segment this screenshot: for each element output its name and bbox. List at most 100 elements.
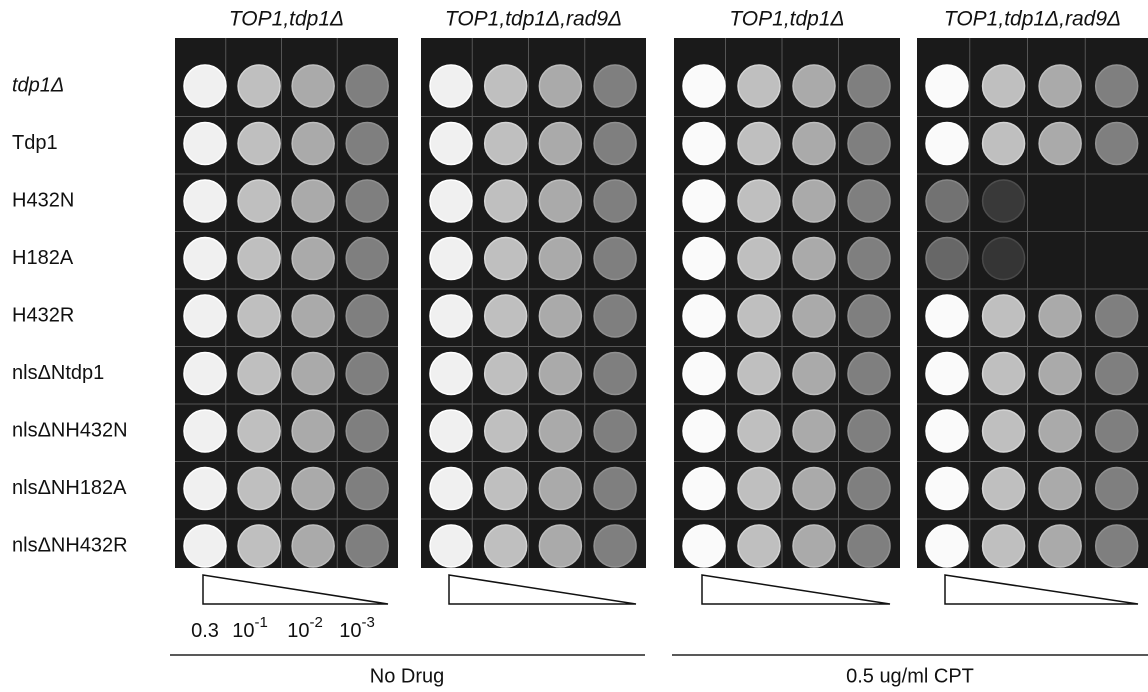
dilution-label: 0.3: [191, 620, 219, 642]
colony-spot: [738, 65, 780, 107]
colony-spot: [485, 410, 527, 452]
colony-spot: [430, 295, 472, 337]
colony-spot: [238, 180, 280, 222]
dilution-exponent: -2: [309, 614, 322, 631]
row-label: nlsΔNH432R: [12, 534, 128, 556]
colony-spot: [983, 295, 1025, 337]
colony-spot: [430, 410, 472, 452]
colony-spot: [346, 353, 388, 395]
colony-spot: [926, 410, 968, 452]
colony-spot: [292, 238, 334, 280]
row-label: H432N: [12, 189, 74, 211]
colony-spot: [346, 180, 388, 222]
colony-spot: [793, 65, 835, 107]
colony-spot: [430, 123, 472, 165]
colony-spot: [346, 238, 388, 280]
colony-spot: [430, 525, 472, 567]
colony-spot: [485, 238, 527, 280]
colony-spot: [738, 525, 780, 567]
colony-spot: [292, 410, 334, 452]
colony-spot: [1039, 525, 1081, 567]
colony-spot: [594, 525, 636, 567]
colony-spot: [594, 238, 636, 280]
row-label: Tdp1: [12, 132, 58, 154]
colony-spot: [430, 65, 472, 107]
colony-spot: [346, 65, 388, 107]
colony-spot: [926, 295, 968, 337]
dilution-label: 10-1: [232, 614, 268, 642]
colony-spot: [848, 180, 890, 222]
colony-spot: [983, 180, 1025, 222]
colony-spot: [292, 525, 334, 567]
colony-spot: [926, 238, 968, 280]
colony-spot: [983, 353, 1025, 395]
colony-spot: [683, 410, 725, 452]
colony-spot: [292, 468, 334, 510]
colony-spot: [292, 123, 334, 165]
colony-spot: [848, 123, 890, 165]
colony-spot: [594, 410, 636, 452]
colony-spot: [346, 525, 388, 567]
dilution-wedge: [203, 575, 388, 604]
colony-spot: [594, 353, 636, 395]
colony-spot: [485, 468, 527, 510]
dilution-label: 10-2: [287, 614, 323, 642]
colony-spot: [539, 65, 581, 107]
colony-spot: [485, 295, 527, 337]
colony-spot: [238, 123, 280, 165]
colony-spot: [184, 123, 226, 165]
colony-spot: [184, 353, 226, 395]
colony-spot: [539, 123, 581, 165]
dilution-wedge: [945, 575, 1138, 604]
colony-spot: [1039, 295, 1081, 337]
colony-spot: [346, 410, 388, 452]
colony-spot: [485, 123, 527, 165]
colony-spot: [738, 238, 780, 280]
colony-spot: [539, 295, 581, 337]
colony-spot: [738, 410, 780, 452]
colony-spot: [793, 180, 835, 222]
colony-spot: [539, 353, 581, 395]
colony-spot: [793, 525, 835, 567]
colony-spot: [1039, 123, 1081, 165]
colony-spot: [184, 525, 226, 567]
colony-spot: [594, 65, 636, 107]
colony-spot: [1096, 353, 1138, 395]
colony-spot: [926, 353, 968, 395]
figure: No Drug 0.5 ug/ml CPT TOP1,tdp1ΔTOP1,tdp…: [0, 0, 1148, 687]
dilution-wedge: [449, 575, 636, 604]
colony-spot: [983, 410, 1025, 452]
colony-spot: [292, 353, 334, 395]
colony-spot: [926, 525, 968, 567]
colony-spot: [848, 410, 890, 452]
colony-spot: [594, 180, 636, 222]
row-label: nlsΔNH182A: [12, 477, 127, 499]
row-label: nlsΔNH432N: [12, 419, 128, 441]
colony-spot: [485, 353, 527, 395]
colony-spot: [1039, 65, 1081, 107]
colony-spot: [1096, 410, 1138, 452]
dilution-base: 10: [232, 620, 254, 642]
dilution-exponent: -1: [254, 614, 267, 631]
colony-spot: [983, 123, 1025, 165]
colony-spot: [485, 65, 527, 107]
colony-spot: [594, 468, 636, 510]
colony-spot: [683, 65, 725, 107]
dilution-base: 10: [339, 620, 361, 642]
dilution-base: 0.3: [191, 620, 219, 642]
dilution-base: 10: [287, 620, 309, 642]
colony-spot: [926, 65, 968, 107]
colony-spot: [594, 295, 636, 337]
panel-header: TOP1,tdp1Δ: [229, 8, 344, 31]
colony-spot: [926, 180, 968, 222]
colony-spot: [738, 468, 780, 510]
colony-spot: [1096, 295, 1138, 337]
colony-spot: [539, 410, 581, 452]
colony-spot: [238, 525, 280, 567]
colony-spot: [184, 65, 226, 107]
colony-spot: [485, 180, 527, 222]
colony-spot: [793, 410, 835, 452]
colony-spot: [793, 468, 835, 510]
colony-spot: [1096, 468, 1138, 510]
colony-spot: [184, 468, 226, 510]
